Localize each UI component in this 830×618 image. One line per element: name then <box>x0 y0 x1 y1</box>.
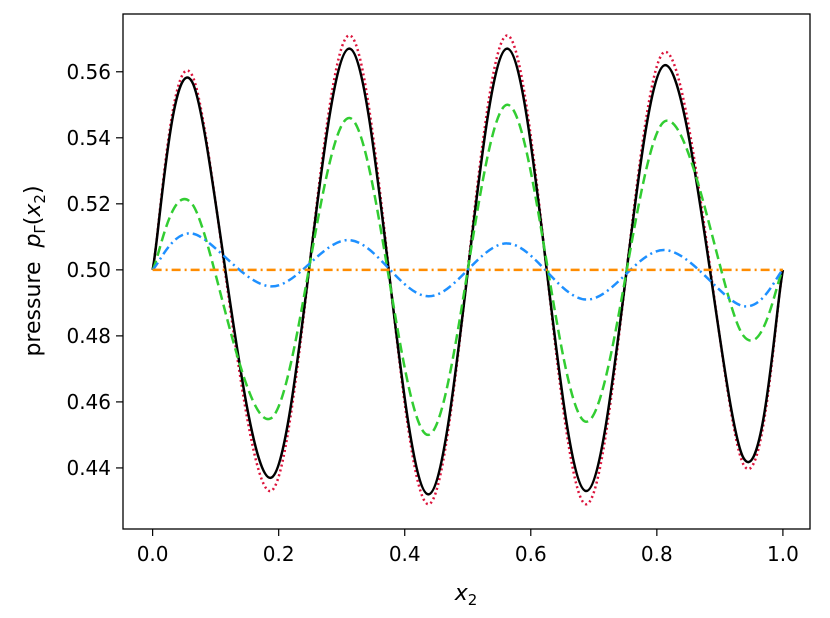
x-axis-label-sub: 2 <box>468 591 478 609</box>
x-tick-label: 0.0 <box>137 542 169 566</box>
y-tick-label: 0.54 <box>66 126 111 150</box>
y-axis-label: pressure pΓ(x2) <box>21 185 49 356</box>
y-axis-label-open: ( <box>21 217 46 226</box>
y-tick-label: 0.50 <box>66 258 111 282</box>
x-tick-label: 0.8 <box>641 542 673 566</box>
y-axis-label-close: ) <box>21 185 46 194</box>
tick-layer: 0.0 0.2 0.4 0.6 0.8 1.0 0.44 0.46 0.48 0.50 0.52 0.… <box>66 60 798 566</box>
y-tick-label: 0.48 <box>66 324 111 348</box>
x-tick-label: 1.0 <box>767 542 799 566</box>
y-tick-label: 0.52 <box>66 192 111 216</box>
series-line-4 <box>151 232 784 308</box>
y-axis-label-var: p <box>21 234 46 249</box>
x-axis-label: x2 <box>454 581 478 609</box>
plot-frame <box>122 13 811 530</box>
y-axis-label-sub: Γ <box>31 225 49 234</box>
y-tick-label: 0.56 <box>66 60 111 84</box>
x-axis-label-var: x <box>454 581 469 606</box>
y-axis-label-arg: x <box>21 203 46 218</box>
series-line-3 <box>151 103 785 437</box>
y-axis-label-arg-sub: 2 <box>31 194 49 204</box>
series-line-2 <box>151 47 785 496</box>
y-axis-label-prefix: pressure <box>21 248 46 357</box>
y-tick-label: 0.44 <box>66 456 111 480</box>
x-tick-label: 0.2 <box>263 542 295 566</box>
series-layer <box>151 34 785 506</box>
x-tick-label: 0.4 <box>389 542 421 566</box>
x-tick-label: 0.6 <box>515 542 547 566</box>
y-tick-label: 0.46 <box>66 390 111 414</box>
